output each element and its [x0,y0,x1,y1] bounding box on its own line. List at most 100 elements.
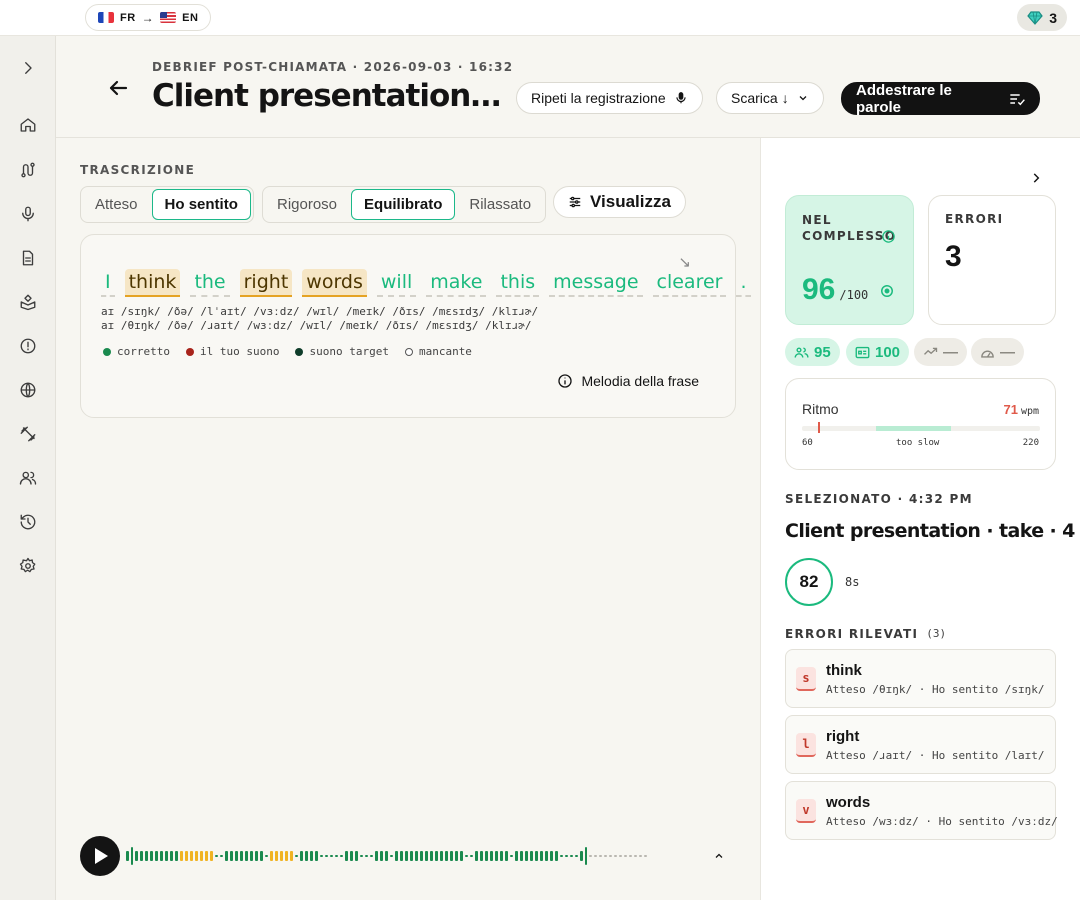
waveform-bar [220,855,223,857]
waveform-bar [230,851,233,861]
pill-intonation[interactable]: — [914,338,967,366]
microphone-icon [675,92,686,104]
errors-value: 3 [945,240,962,273]
history-icon [20,514,36,530]
sliders-icon [569,196,581,208]
play-button[interactable] [80,836,120,876]
transcript-word-error[interactable]: words [302,269,367,297]
error-detail: Atteso /wɜːdz/ · Ho sentito /vɜːdz/ [826,815,1058,828]
waveform-bar [415,851,418,861]
transcript-word[interactable]: message [549,269,643,297]
waveform-bar [345,851,348,861]
waveform-bar [405,851,408,861]
waveform-bar [205,851,208,861]
transcript-word[interactable]: clearer [652,269,727,297]
waveform-bar [560,855,563,857]
waveform-bar [155,851,158,861]
error-card[interactable]: l right Atteso /ɹaɪt/ · Ho sentito /laɪt… [785,715,1056,774]
error-word: right [826,728,860,745]
sidebar-item-home[interactable] [17,114,39,136]
waveform-bar [460,851,463,861]
sentence-melody-button[interactable]: Melodia della frase [557,373,699,389]
sidebar-item-record[interactable] [17,203,39,225]
pill-fluency[interactable]: 95 [785,338,840,366]
waveform-bar [490,851,493,861]
waveform-bar [430,851,433,861]
transcript-word-error[interactable]: right [239,269,293,297]
lang-from: FR [120,11,136,24]
errors-detected-header: ERRORI RILEVATI (3) [785,627,946,641]
overall-score-card: NEL COMPLESSO 96 /100 [785,195,914,325]
replay-recording-button[interactable]: Ripeti la registrazione [516,82,703,114]
ipa-target: aɪ /θɪŋk/ /ðə/ /ɹaɪt/ /wɜːdz/ /wɪl/ /meɪ… [101,319,532,332]
expand-arrow-icon[interactable]: ↘ [678,254,691,271]
waveform-bar [575,855,578,857]
sidebar-item-alerts[interactable] [17,335,39,357]
waveform-bar [365,855,368,857]
tab-strict[interactable]: Rigoroso [277,196,338,213]
sidebar-item-documents[interactable] [17,247,39,269]
download-dropdown-button[interactable]: Scarica ↓ [716,82,824,114]
chevron-up-icon[interactable] [712,850,726,862]
ipa-heard: aɪ /sɪŋk/ /ðə/ /lˈaɪt/ /vɜːdz/ /wɪl/ /me… [101,305,539,318]
language-pair-selector[interactable]: FR → EN [85,4,212,31]
transcript-word[interactable]: I [101,269,115,297]
waveform-bar [330,855,333,857]
lang-to: EN [182,11,199,24]
sidebar [0,36,56,900]
transcript-word[interactable]: this [496,269,540,297]
sidebar-item-settings[interactable] [17,555,39,577]
visualize-label: Visualizza [590,192,671,211]
pill-accuracy[interactable]: 100 [846,338,910,366]
sidebar-item-globe[interactable] [17,379,39,401]
waveform-bar [360,855,363,857]
pill-speed[interactable]: — [971,338,1024,366]
train-words-button[interactable]: Addestrare le parole [841,82,1040,116]
tab-heard[interactable]: Ho sentito [151,189,251,220]
waveform-bar [265,855,268,857]
chevron-right-icon[interactable] [1029,170,1043,186]
sidebar-expand-button[interactable] [17,57,39,79]
tab-expected[interactable]: Atteso [95,196,138,213]
transcript-word[interactable]: the [190,269,230,297]
legend: corretto il tuo suono suono target manca… [103,345,472,358]
target-icon [881,285,893,297]
error-badge: l [796,733,816,757]
waveform-bar [495,851,498,861]
waveform-bar [565,855,568,857]
legend-correct: corretto [103,345,170,358]
document-icon [22,250,34,266]
tab-relaxed[interactable]: Rilassato [469,196,532,213]
sidebar-item-path[interactable] [17,159,39,181]
audio-player [80,836,736,876]
arrow-down-icon: ↓ [781,90,789,106]
waveform-bar [440,851,443,861]
waveform-bar [335,855,338,857]
waveform[interactable] [124,836,704,876]
transcript-word[interactable]: . [736,269,751,297]
error-word: words [826,794,871,811]
waveform-bar [599,855,602,857]
waveform-bar [290,851,293,861]
rhythm-min: 60 [802,438,813,448]
sidebar-item-lessons[interactable] [17,291,39,313]
list-check-icon [1010,93,1025,105]
waveform-bar [450,851,453,861]
gems-counter[interactable]: 3 [1017,4,1067,31]
transcript-word[interactable]: will [376,269,417,297]
sidebar-item-people[interactable] [17,467,39,489]
transcript-word[interactable]: make [426,269,487,297]
alert-circle-icon [20,338,36,354]
sidebar-item-practice[interactable] [17,423,39,445]
waveform-bar [535,851,538,861]
tab-balanced[interactable]: Equilibrato [351,189,456,220]
transcript-word-error[interactable]: think [124,269,181,297]
sidebar-item-history[interactable] [17,511,39,533]
back-arrow-icon[interactable] [106,76,130,100]
visualize-button[interactable]: Visualizza [553,186,686,218]
error-card[interactable]: v words Atteso /wɜːdz/ · Ho sentito /vɜː… [785,781,1058,840]
error-card[interactable]: s think Atteso /θɪŋk/ · Ho sentito /sɪŋk… [785,649,1056,708]
errors-count-card: ERRORI 3 [928,195,1056,325]
waveform-bar [395,851,398,861]
